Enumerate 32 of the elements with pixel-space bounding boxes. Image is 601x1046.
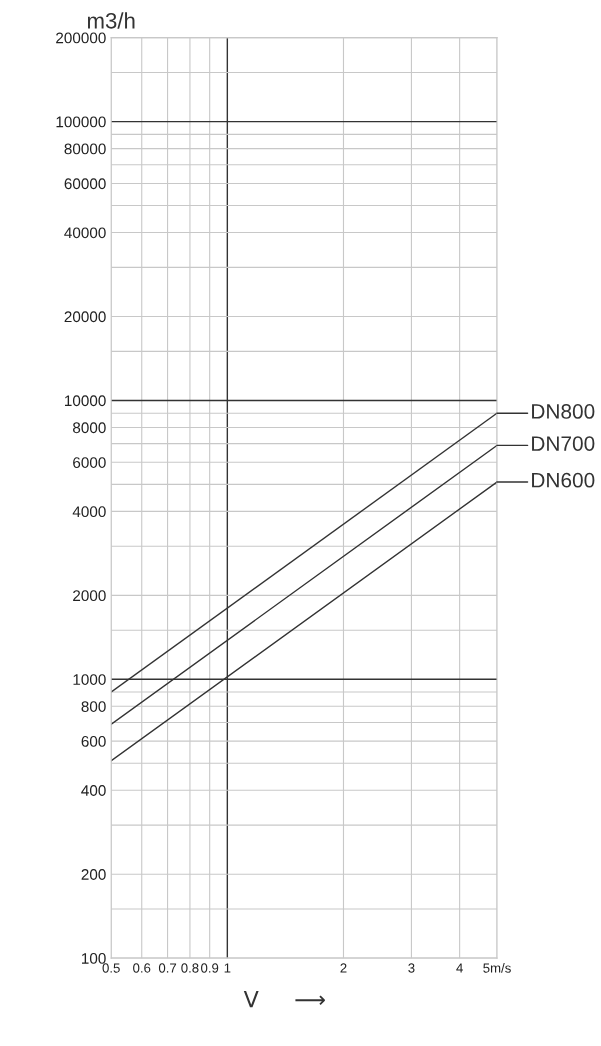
legend-label: DN700: [532, 436, 595, 451]
y-tick-label: 800: [81, 701, 106, 712]
y-tick-label: 8000: [73, 422, 106, 434]
y-tick-label: 40000: [64, 227, 106, 239]
y-tick-label: 1000: [73, 674, 106, 685]
x-tick-label: 5m/s: [483, 963, 511, 973]
legend-label: DN600: [532, 472, 595, 488]
y-tick-label: 6000: [73, 457, 106, 468]
y-tick-label: 10000: [65, 395, 106, 407]
x-tick-label: 4: [456, 963, 463, 973]
y-tick-label: 600: [81, 736, 106, 747]
legend-label: DN800: [532, 404, 595, 419]
x-tick-label: 0.6: [133, 963, 151, 973]
y-tick-label: 400: [81, 785, 106, 796]
x-tick-label: 0.8: [181, 963, 199, 973]
x-axis-title: V ⟶: [243, 991, 325, 1008]
x-tick-label: 3: [408, 963, 415, 973]
x-tick-label: 1: [224, 963, 231, 973]
y-tick-label: 4000: [72, 506, 106, 518]
y-tick-label: 200000: [56, 32, 106, 44]
y-tick-label: 200: [81, 869, 106, 880]
y-tick-label: 100000: [56, 116, 106, 128]
y-tick-label: 100: [82, 953, 106, 964]
y-tick-label: 2000: [73, 590, 106, 602]
x-tick-label: 0.7: [158, 963, 177, 973]
x-tick-label: 0.9: [201, 963, 219, 973]
x-tick-label: 2: [340, 963, 347, 973]
y-tick-label: 80000: [64, 143, 106, 155]
x-tick-label: 0.5: [102, 963, 120, 973]
y-axis-title: m3/h: [87, 12, 135, 29]
y-tick-label: 60000: [64, 178, 106, 190]
y-tick-label: 20000: [64, 311, 106, 323]
